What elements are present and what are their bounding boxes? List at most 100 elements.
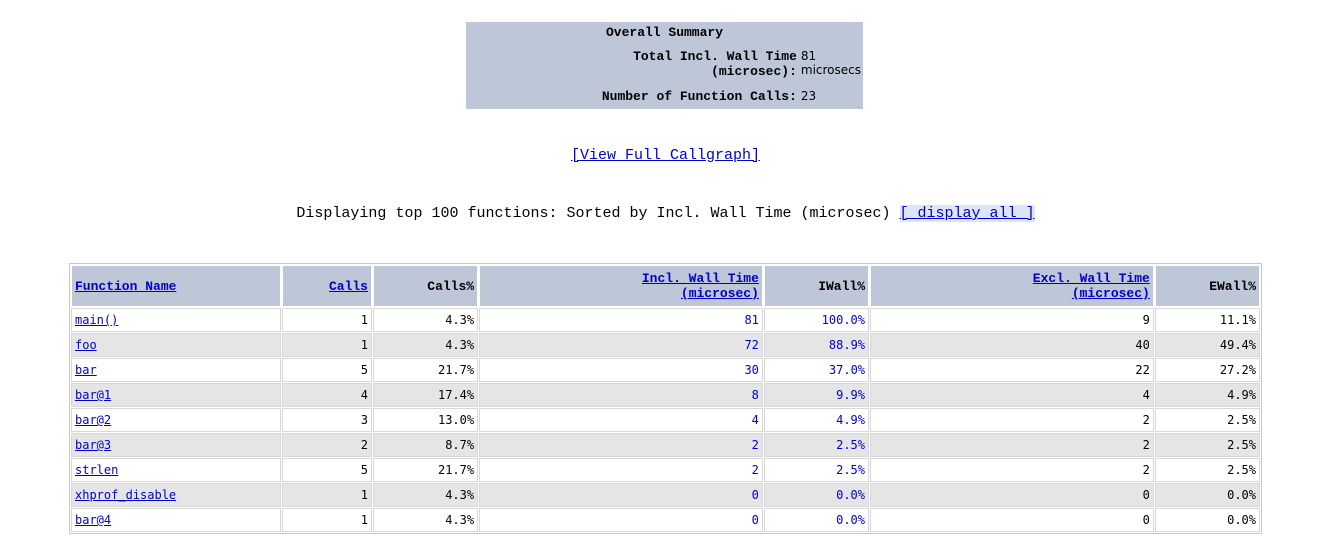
table-cell: foo [71, 333, 281, 357]
table-cell: 0 [479, 483, 763, 507]
table-cell: 4.3% [372, 333, 479, 357]
header-wrap: Excl. Wall Time (microsec) [1010, 271, 1150, 301]
table-cell: 2 [281, 433, 372, 457]
table-cell: 30 [479, 358, 763, 382]
table-cell: xhprof_disable [71, 483, 281, 507]
function-row: bar@4 1 4.3% 0 0.0% 0 0.0% [71, 508, 1260, 532]
callgraph-row: [View Full Callgraph] [0, 147, 1331, 164]
table-cell: 1 [281, 308, 372, 332]
summary-label: Number of Function Calls: [601, 88, 797, 104]
function-link[interactable]: bar [75, 363, 97, 377]
table-cell: 2 [479, 458, 763, 482]
table-cell: 100.0% [763, 308, 870, 332]
function-link[interactable]: bar@2 [75, 413, 112, 427]
table-cell: 27.2% [1154, 358, 1260, 382]
sort-link[interactable]: Calls [328, 278, 368, 294]
function-row: main() 1 4.3% 81 100.0% 9 11.1% [71, 308, 1260, 332]
table-cell: 4 [870, 383, 1154, 407]
table-cell: 4 [281, 383, 372, 407]
table-cell: 2 [479, 433, 763, 457]
table-cell: 0.0% [763, 508, 870, 532]
table-cell: bar@1 [71, 383, 281, 407]
table-cell: strlen [71, 458, 281, 482]
table-cell: 2.5% [1154, 433, 1260, 457]
column-header: Excl. Wall Time (microsec) [870, 265, 1154, 307]
overall-summary: Overall Summary Total Incl. Wall Time (m… [466, 22, 863, 109]
table-cell: 1 [281, 483, 372, 507]
table-cell: 17.4% [372, 383, 479, 407]
table-cell: 37.0% [763, 358, 870, 382]
function-row: bar@3 2 8.7% 2 2.5% 2 2.5% [71, 433, 1260, 457]
sort-link[interactable]: Excl. Wall Time (microsec) [1032, 271, 1150, 301]
table-cell: bar@3 [71, 433, 281, 457]
function-link[interactable]: foo [75, 338, 97, 352]
table-cell: 13.0% [372, 408, 479, 432]
column-header: Function Name [71, 265, 281, 307]
table-cell: 2.5% [763, 458, 870, 482]
function-link[interactable]: strlen [75, 463, 119, 477]
header-text: Calls% [427, 278, 475, 294]
function-link[interactable]: bar@4 [75, 513, 112, 527]
column-header: Calls [281, 265, 372, 307]
table-cell: bar [71, 358, 281, 382]
display-row: Displaying top 100 functions: Sorted by … [0, 205, 1331, 222]
table-cell: 0.0% [763, 483, 870, 507]
table-cell: 2.5% [1154, 408, 1260, 432]
table-cell: 11.1% [1154, 308, 1260, 332]
function-row: xhprof_disable 1 4.3% 0 0.0% 0 0.0% [71, 483, 1260, 507]
table-cell: 5 [281, 458, 372, 482]
table-cell: 0 [870, 483, 1154, 507]
function-link[interactable]: main() [75, 313, 119, 327]
function-link[interactable]: bar@1 [75, 388, 112, 402]
table-cell: 2 [870, 433, 1154, 457]
table-cell: 0 [870, 508, 1154, 532]
table-cell: 49.4% [1154, 333, 1260, 357]
callgraph-link[interactable]: [View Full Callgraph] [570, 147, 761, 164]
column-header: IWall% [763, 265, 870, 307]
function-row: bar 5 21.7% 30 37.0% 22 27.2% [71, 358, 1260, 382]
table-cell: 4.9% [1154, 383, 1260, 407]
sort-link[interactable]: Incl. Wall Time (microsec) [641, 271, 759, 301]
function-link[interactable]: xhprof_disable [75, 488, 177, 502]
column-header: Calls% [372, 265, 479, 307]
display-text: Displaying top 100 functions: Sorted by … [296, 205, 891, 222]
table-cell: 1 [281, 333, 372, 357]
column-header: EWall% [1154, 265, 1260, 307]
table-cell: 2 [870, 408, 1154, 432]
function-row: strlen 5 21.7% 2 2.5% 2 2.5% [71, 458, 1260, 482]
table-cell: 4.3% [372, 483, 479, 507]
table-cell: 9 [870, 308, 1154, 332]
table-cell: 72 [479, 333, 763, 357]
table-cell: 0 [479, 508, 763, 532]
table-cell: 1 [281, 508, 372, 532]
table-cell: 2 [870, 458, 1154, 482]
table-cell: 81 [479, 308, 763, 332]
table-cell: main() [71, 308, 281, 332]
function-row: bar@1 4 17.4% 8 9.9% 4 4.9% [71, 383, 1260, 407]
header-text: IWall% [818, 278, 866, 294]
function-table: Function Name Calls Calls% Incl. Wall Time … [69, 263, 1262, 534]
function-link[interactable]: bar@3 [75, 438, 112, 452]
table-cell: 4.3% [372, 508, 479, 532]
table-cell: 2.5% [763, 433, 870, 457]
table-cell: 21.7% [372, 458, 479, 482]
table-cell: bar@4 [71, 508, 281, 532]
table-cell: 0.0% [1154, 508, 1260, 532]
display-all-link[interactable]: [ display all ] [899, 205, 1035, 222]
header-row: Function Name Calls Calls% Incl. Wall Time … [71, 265, 1260, 307]
table-cell: bar@2 [71, 408, 281, 432]
table-cell: 40 [870, 333, 1154, 357]
table-cell: 22 [870, 358, 1154, 382]
table-cell: 0.0% [1154, 483, 1260, 507]
summary-label: Total Incl. Wall Time (microsec): [633, 48, 797, 79]
header-wrap: Incl. Wall Time (microsec) [619, 271, 759, 301]
table-cell: 4 [479, 408, 763, 432]
function-row: foo 1 4.3% 72 88.9% 40 49.4% [71, 333, 1260, 357]
header-text: EWall% [1209, 278, 1256, 294]
sort-link[interactable]: Function Name [75, 278, 177, 294]
table-cell: 9.9% [763, 383, 870, 407]
table-cell: 21.7% [372, 358, 479, 382]
table-cell: 3 [281, 408, 372, 432]
summary-value: 23 [800, 88, 817, 103]
